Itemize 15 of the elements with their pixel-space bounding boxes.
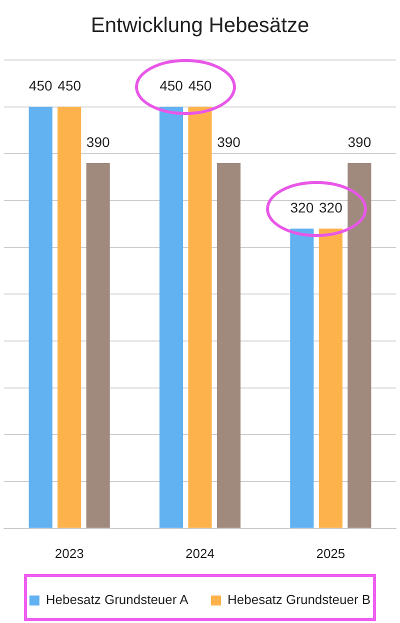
chart-title: Entwicklung Hebesätze <box>90 14 310 38</box>
x-tick-label: 2023 <box>54 546 84 561</box>
legend-label: Hebesatz Grundsteuer B <box>228 592 371 608</box>
data-label: 390 <box>348 134 372 150</box>
data-label: 320 <box>318 199 343 216</box>
data-label: 450 <box>58 78 82 94</box>
data-label: 450 <box>188 78 212 94</box>
data-label: 450 <box>28 78 52 94</box>
x-tick-label: 2024 <box>186 546 214 561</box>
data-label: 450 <box>160 78 184 94</box>
data-label: 390 <box>217 134 241 150</box>
data-label: 390 <box>86 134 110 150</box>
x-tick-label: 2025 <box>316 546 346 561</box>
legend-label: Hebesatz Grundsteuer A <box>46 592 189 608</box>
data-label: 320 <box>290 199 314 216</box>
